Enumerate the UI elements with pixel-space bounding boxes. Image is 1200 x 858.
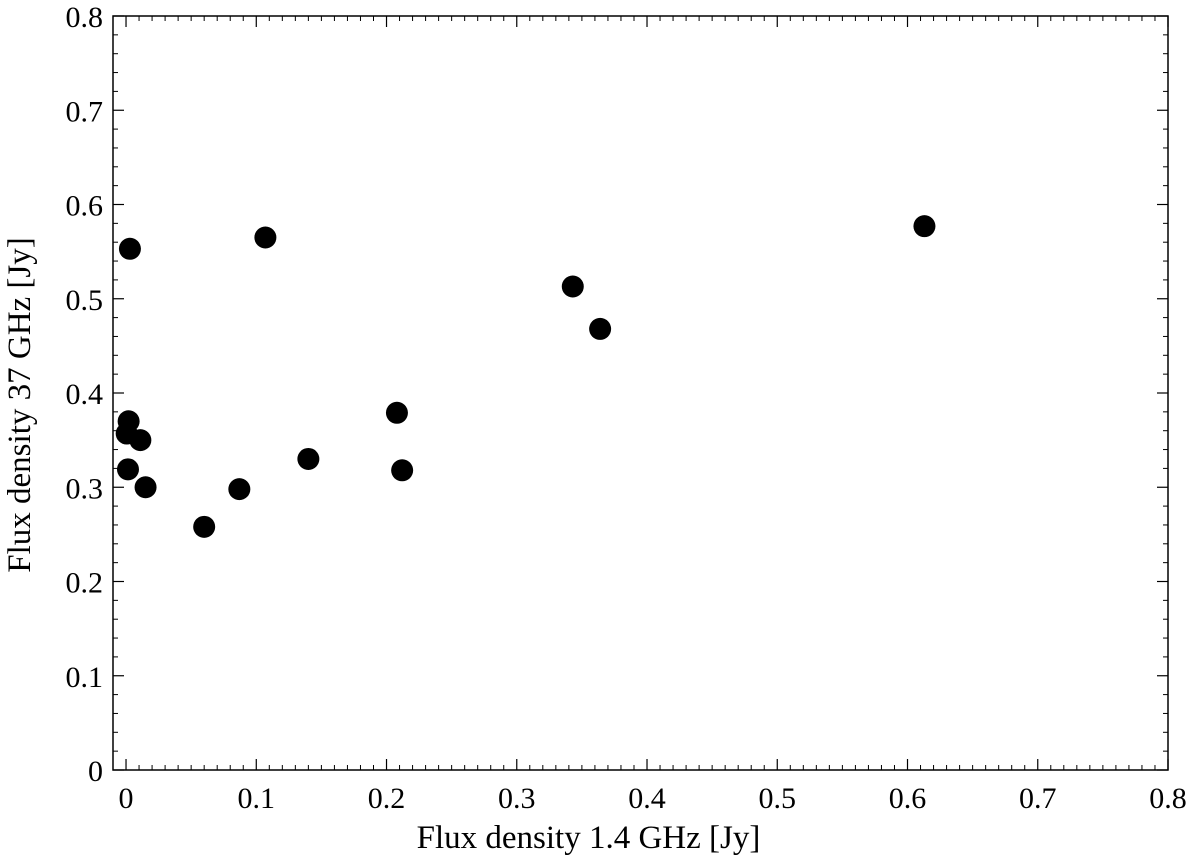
- plot-frame: [112, 15, 1169, 771]
- x-tick-label: 0.4: [628, 782, 666, 815]
- y-tick-label: 0.4: [66, 378, 104, 411]
- x-tick-label: 0.6: [889, 782, 927, 815]
- data-point: [391, 459, 414, 482]
- data-point: [228, 478, 251, 501]
- x-tick-label: 0.7: [1019, 782, 1057, 815]
- data-point: [254, 226, 277, 249]
- data-point: [561, 275, 584, 298]
- data-point: [129, 429, 152, 452]
- x-tick-label: 0.8: [1149, 782, 1187, 815]
- y-tick-label: 0.7: [66, 95, 104, 128]
- y-tick-label: 0.8: [66, 1, 104, 34]
- y-tick-label: 0.6: [66, 190, 104, 223]
- data-points: [115, 215, 936, 538]
- y-tick-label: 0.5: [66, 284, 104, 317]
- data-point: [297, 447, 320, 470]
- tick-labels: 0 0.1 0.2 0.3 0.4 0.5 0.6 0.7 0.8 0 0.1 0.2 0.3 0.4 0.…: [66, 1, 1187, 815]
- axis-ticks: [113, 15, 1169, 771]
- data-point: [116, 458, 139, 481]
- x-tick-label: 0.3: [498, 782, 536, 815]
- y-tick-label: 0.3: [66, 472, 104, 505]
- data-point: [118, 237, 141, 260]
- y-tick-label: 0.1: [66, 661, 104, 694]
- x-tick-label: 0.2: [368, 782, 406, 815]
- y-tick-label: 0.2: [66, 567, 104, 600]
- data-point: [913, 215, 936, 238]
- data-point: [134, 476, 157, 499]
- y-tick-label: 0: [88, 755, 103, 788]
- data-point: [385, 401, 408, 424]
- x-tick-label: 0.5: [759, 782, 797, 815]
- data-point: [193, 515, 216, 538]
- data-point: [589, 317, 612, 340]
- x-axis-label: Flux density 1.4 GHz [Jy]: [417, 820, 761, 856]
- x-tick-label: 0: [119, 782, 134, 815]
- x-tick-label: 0.1: [238, 782, 276, 815]
- y-axis-label: Flux density 37 GHz [Jy]: [2, 237, 38, 572]
